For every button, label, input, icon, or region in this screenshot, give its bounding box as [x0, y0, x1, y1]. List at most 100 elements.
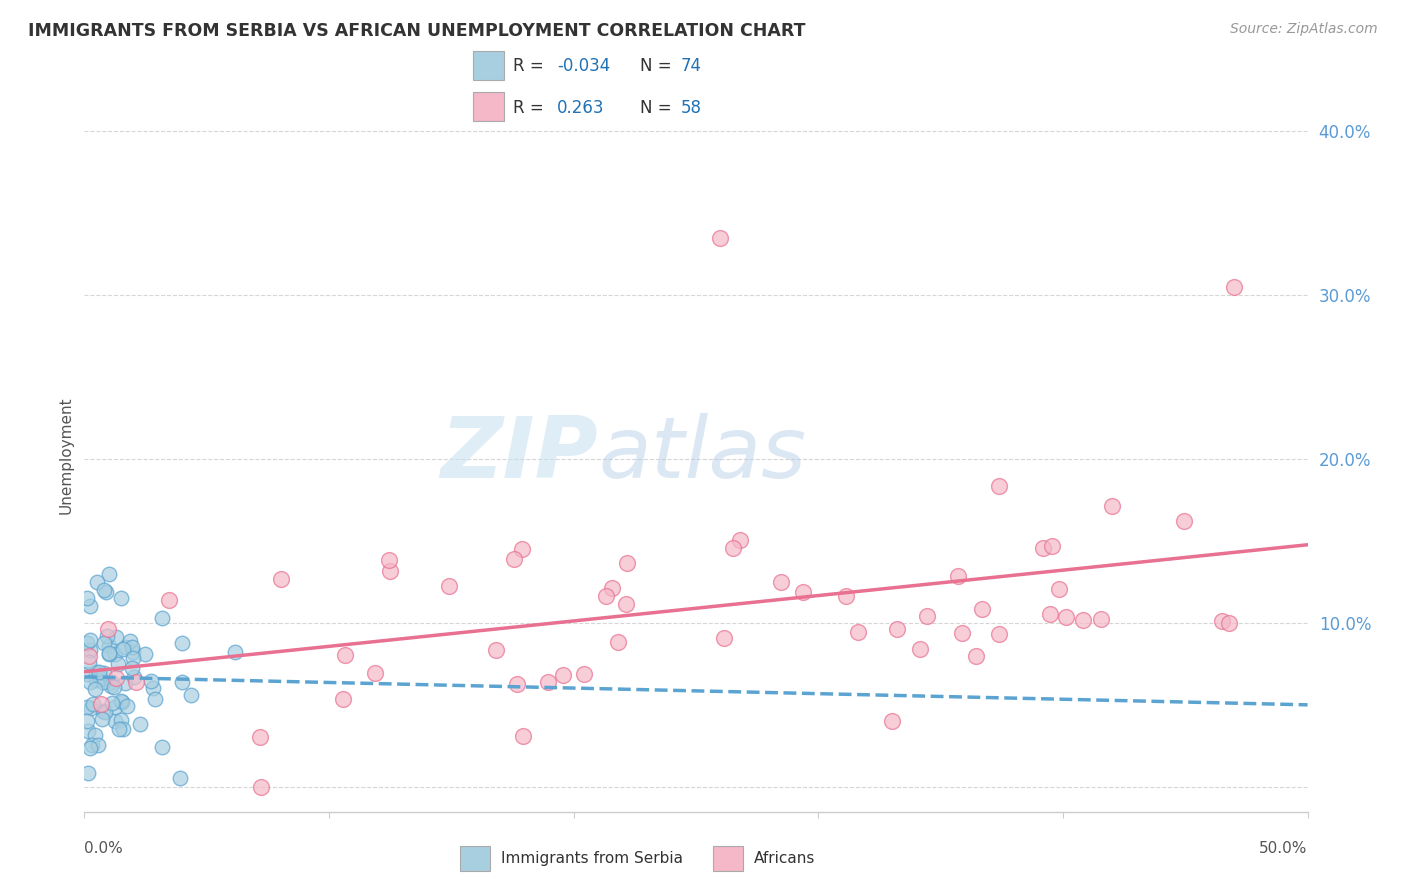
Point — [142, 681, 165, 696]
Text: 50.0%: 50.0% — [1260, 841, 1308, 856]
Point — [97, 566, 120, 581]
Point — [98, 646, 121, 660]
Point — [77, 655, 100, 669]
Point — [111, 723, 134, 737]
Point — [122, 645, 145, 659]
Point — [249, 780, 271, 794]
Point — [512, 729, 534, 743]
Point — [908, 642, 931, 657]
Point — [111, 642, 134, 657]
Text: R =: R = — [513, 57, 544, 75]
Text: ZIP: ZIP — [440, 413, 598, 497]
Point — [96, 585, 118, 599]
Point — [1211, 615, 1233, 629]
Point — [886, 622, 908, 636]
Point — [172, 674, 194, 689]
Point — [270, 573, 292, 587]
Point — [150, 739, 173, 754]
Point — [107, 657, 129, 671]
Text: atlas: atlas — [598, 413, 806, 497]
Point — [79, 633, 101, 648]
Point — [76, 636, 98, 650]
Point — [335, 648, 357, 663]
Text: 0.263: 0.263 — [557, 99, 605, 117]
Point — [616, 556, 638, 570]
Text: 0.0%: 0.0% — [84, 841, 124, 856]
Point — [79, 599, 101, 613]
Point — [1173, 514, 1195, 528]
Point — [723, 541, 745, 555]
Point — [97, 622, 120, 636]
Point — [364, 666, 387, 681]
Point — [82, 697, 104, 711]
Point — [87, 739, 110, 753]
Y-axis label: Unemployment: Unemployment — [58, 396, 73, 514]
Point — [110, 591, 132, 606]
Point — [1090, 612, 1112, 626]
Text: -0.034: -0.034 — [557, 57, 610, 75]
Point — [91, 712, 114, 726]
Text: IMMIGRANTS FROM SERBIA VS AFRICAN UNEMPLOYMENT CORRELATION CHART: IMMIGRANTS FROM SERBIA VS AFRICAN UNEMPL… — [28, 22, 806, 40]
Point — [79, 642, 101, 657]
Point — [104, 647, 127, 661]
Bar — [474, 52, 505, 80]
Point — [987, 627, 1010, 641]
Bar — [474, 92, 505, 120]
Point — [96, 629, 118, 643]
Point — [835, 589, 858, 603]
Point — [249, 730, 271, 744]
Point — [145, 692, 167, 706]
Point — [485, 643, 508, 657]
Text: R =: R = — [513, 99, 544, 117]
Point — [1101, 500, 1123, 514]
Point — [713, 631, 735, 645]
Point — [139, 674, 162, 689]
Point — [93, 583, 115, 598]
Text: 74: 74 — [681, 57, 702, 75]
Point — [709, 230, 731, 244]
Point — [378, 564, 401, 578]
Point — [124, 670, 146, 684]
Point — [76, 591, 98, 606]
Point — [510, 542, 533, 557]
Point — [574, 667, 596, 681]
Point — [86, 575, 108, 590]
Point — [76, 714, 98, 729]
Point — [846, 624, 869, 639]
Point — [84, 673, 107, 687]
Point — [110, 694, 132, 708]
Text: N =: N = — [640, 57, 672, 75]
Point — [332, 692, 354, 706]
Point — [172, 636, 194, 650]
Point — [77, 766, 100, 780]
Point — [103, 700, 125, 714]
Point — [1039, 607, 1062, 622]
Point — [1031, 541, 1053, 555]
Point — [506, 677, 529, 691]
Point — [769, 574, 792, 589]
Point — [114, 675, 136, 690]
Point — [107, 723, 129, 737]
Point — [79, 741, 101, 756]
Point — [607, 635, 630, 649]
Point — [157, 592, 180, 607]
Point — [378, 553, 401, 567]
Point — [150, 611, 173, 625]
Point — [965, 648, 987, 663]
Point — [101, 696, 124, 710]
Point — [122, 651, 145, 665]
Point — [93, 636, 115, 650]
Point — [946, 569, 969, 583]
Point — [84, 681, 107, 696]
Point — [100, 679, 122, 693]
Point — [79, 649, 101, 664]
Bar — [460, 847, 491, 871]
Point — [90, 672, 112, 686]
Point — [987, 478, 1010, 492]
Point — [503, 552, 526, 566]
Point — [537, 675, 560, 690]
Point — [83, 729, 105, 743]
Point — [970, 602, 993, 616]
Point — [1071, 613, 1094, 627]
Point — [90, 697, 112, 711]
